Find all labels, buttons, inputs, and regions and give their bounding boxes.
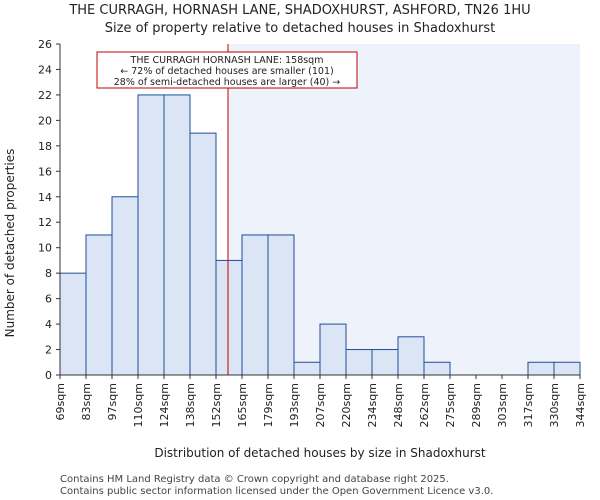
y-tick-label: 14 [38, 191, 52, 204]
x-tick-label: 344sqm [574, 383, 587, 427]
annotation-box [96, 51, 358, 89]
bar-124sqm [163, 94, 191, 376]
bar-207sqm [319, 323, 347, 376]
x-tick-label: 193sqm [288, 383, 301, 427]
footer-line-1: Contains HM Land Registry data © Crown c… [60, 474, 449, 485]
bar-317sqm [527, 361, 555, 376]
x-tick-label: 317sqm [522, 383, 535, 427]
x-axis-label: Distribution of detached houses by size … [154, 446, 486, 460]
y-tick-label: 2 [45, 344, 52, 357]
y-tick-label: 24 [38, 63, 52, 76]
bar-152sqm [215, 259, 243, 376]
annotation-line-2: ← 72% of detached houses are smaller (10… [120, 66, 333, 77]
x-tick-label: 248sqm [392, 383, 405, 427]
chart-subtitle: Size of property relative to detached ho… [105, 21, 495, 36]
x-tick-label: 83sqm [80, 383, 93, 420]
x-tick-label: 179sqm [262, 383, 275, 427]
x-tick-label: 138sqm [184, 383, 197, 427]
y-tick-label: 10 [38, 242, 52, 255]
y-tick-label: 12 [38, 216, 52, 229]
bar-248sqm [397, 336, 425, 376]
bar-110sqm [137, 94, 165, 376]
y-tick-label: 4 [45, 318, 52, 331]
x-tick-label: 234sqm [366, 383, 379, 427]
bar-69sqm [59, 272, 87, 376]
annotation-line-1: THE CURRAGH HORNASH LANE: 158sqm [130, 55, 324, 66]
annotation-line-3: 28% of semi-detached houses are larger (… [114, 77, 341, 88]
bar-193sqm [293, 361, 321, 376]
bar-262sqm [423, 361, 451, 376]
x-tick-label: 110sqm [132, 383, 145, 427]
y-tick-label: 0 [45, 369, 52, 382]
x-tick-label: 262sqm [418, 383, 431, 427]
x-tick-label: 124sqm [158, 383, 171, 427]
x-tick-label: 207sqm [314, 383, 327, 427]
y-tick-label: 16 [38, 165, 52, 178]
y-tick-label: 8 [45, 267, 52, 280]
bar-97sqm [111, 196, 139, 376]
y-tick-label: 6 [45, 293, 52, 306]
bar-179sqm [267, 234, 295, 376]
y-tick-label: 22 [38, 89, 52, 102]
x-tick-label: 97sqm [106, 383, 119, 420]
x-tick-label: 165sqm [236, 383, 249, 427]
x-tick-label: 303sqm [496, 383, 509, 427]
x-tick-label: 289sqm [470, 383, 483, 427]
y-tick-label: 20 [38, 114, 52, 127]
bar-330sqm [553, 361, 581, 376]
footer-line-2: Contains public sector information licen… [60, 486, 493, 497]
bar-234sqm [371, 349, 399, 376]
x-tick-label: 69sqm [54, 383, 67, 420]
bar-138sqm [189, 132, 217, 376]
x-tick-label: 275sqm [444, 383, 457, 427]
y-tick-label: 26 [38, 38, 52, 51]
x-tick-label: 220sqm [340, 383, 353, 427]
x-tick-label: 330sqm [548, 383, 561, 427]
chart-title: THE CURRAGH, HORNASH LANE, SHADOXHURST, … [68, 3, 530, 18]
y-axis-label: Number of detached properties [3, 149, 17, 338]
bar-220sqm [345, 349, 373, 376]
x-tick-label: 152sqm [210, 383, 223, 427]
y-tick-label: 18 [38, 140, 52, 153]
bar-83sqm [85, 234, 113, 376]
bar-165sqm [241, 234, 269, 376]
